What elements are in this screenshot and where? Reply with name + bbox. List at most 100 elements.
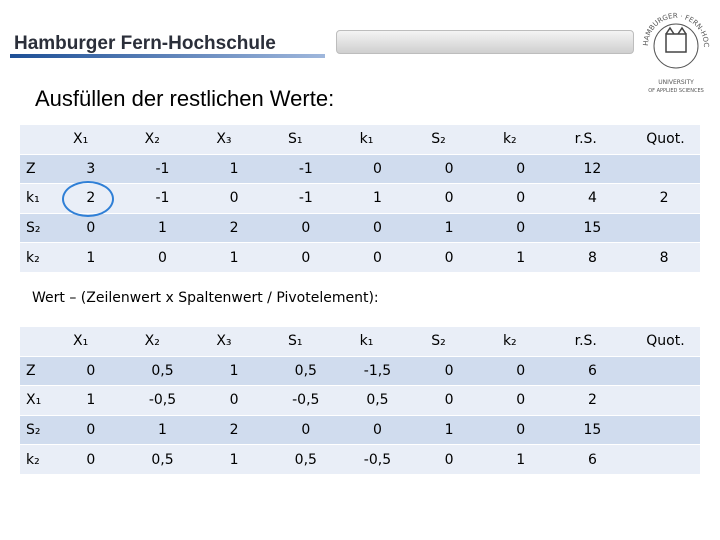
cell: -1 bbox=[126, 154, 199, 185]
cell: 6 bbox=[556, 444, 629, 475]
row-label: k₂ bbox=[20, 242, 55, 273]
logo-circle bbox=[653, 23, 699, 69]
cell: 4 bbox=[556, 183, 629, 214]
column-header: X₂ bbox=[126, 125, 199, 155]
cell: 0 bbox=[198, 183, 270, 214]
cell: 3 bbox=[55, 154, 127, 185]
cell: 8 bbox=[556, 242, 629, 273]
cell: 0 bbox=[484, 213, 557, 244]
cell: 1 bbox=[198, 356, 270, 387]
cell: 0 bbox=[269, 242, 342, 273]
row-label: Z bbox=[20, 154, 55, 185]
cell: 8 bbox=[628, 242, 700, 273]
brand-title: Hamburger Fern-Hochschule bbox=[14, 33, 276, 54]
cell: 1 bbox=[55, 385, 127, 416]
cell: 0 bbox=[413, 154, 485, 185]
brand-bar bbox=[10, 54, 325, 58]
cell: 0 bbox=[413, 183, 485, 214]
cell: 0 bbox=[413, 242, 485, 273]
cell: 0 bbox=[341, 242, 414, 273]
cell: -1,5 bbox=[341, 356, 414, 387]
cell: 2 bbox=[556, 385, 629, 416]
column-header: X₃ bbox=[198, 125, 270, 155]
cell: 0 bbox=[269, 415, 342, 446]
cell: 2 bbox=[198, 213, 270, 244]
cell: 2 bbox=[198, 415, 270, 446]
cell: 0 bbox=[484, 183, 557, 214]
cell: 1 bbox=[413, 415, 485, 446]
logo-ring-text: HAMBURGER · FERN-HOCHSCHULE · HFH bbox=[636, 4, 710, 48]
cell: 1 bbox=[413, 213, 485, 244]
row-label: S₂ bbox=[20, 213, 55, 244]
column-header: S₁ bbox=[269, 327, 342, 357]
cell: 0 bbox=[484, 385, 557, 416]
cell: 0,5 bbox=[126, 356, 199, 387]
row-label: X₁ bbox=[20, 385, 55, 416]
column-header: X₁ bbox=[55, 327, 127, 357]
table-row: S₂ 0 1 2 0 0 1 0 15 bbox=[20, 415, 700, 446]
logo: HAMBURGER · FERN-HOCHSCHULE · HFH UNIVER… bbox=[636, 4, 710, 94]
corner-cell bbox=[20, 327, 55, 357]
cell: 1 bbox=[55, 242, 127, 273]
table: X₁ X₂ X₃ S₁ k₁ S₂ k₂ r.S. Quot. Z 3 -1 1 -1 0 0 0 12 k₁ 2 -1… bbox=[20, 125, 700, 273]
cell: 0 bbox=[341, 154, 414, 185]
cell: 0 bbox=[484, 356, 557, 387]
table-row: k₂ 0 0,5 1 0,5 -0,5 0 1 6 bbox=[20, 444, 700, 475]
table-row: S₂ 0 1 2 0 0 1 0 15 bbox=[20, 213, 700, 244]
cell: 1 bbox=[126, 213, 199, 244]
empty-cell bbox=[628, 385, 700, 416]
empty-cell bbox=[628, 444, 700, 475]
column-header: X₂ bbox=[126, 327, 199, 357]
cell: 0,5 bbox=[341, 385, 414, 416]
column-header: k₁ bbox=[341, 125, 414, 155]
row-label: k₂ bbox=[20, 444, 55, 475]
column-header: X₁ bbox=[55, 125, 127, 155]
empty-cell bbox=[628, 154, 700, 185]
highlight-circle bbox=[62, 181, 114, 217]
table: X₁ X₂ X₃ S₁ k₁ S₂ k₂ r.S. Quot. Z 0 0,5 1 0,5 -1,5 0 0 6 X… bbox=[20, 327, 700, 475]
logo-towers bbox=[665, 26, 687, 35]
cell: 0,5 bbox=[269, 444, 342, 475]
cell: 1 bbox=[198, 154, 270, 185]
row-label: k₁ bbox=[20, 183, 55, 214]
column-header: r.S. bbox=[556, 327, 629, 357]
column-header: k₂ bbox=[484, 327, 557, 357]
cell: 0 bbox=[484, 415, 557, 446]
cell: 0 bbox=[269, 213, 342, 244]
cell: 15 bbox=[556, 213, 629, 244]
slide-title: Ausfüllen der restlichen Werte: bbox=[35, 86, 335, 111]
cell: 6 bbox=[556, 356, 629, 387]
row-label: S₂ bbox=[20, 415, 55, 446]
cell: 0 bbox=[413, 385, 485, 416]
cell: 0 bbox=[341, 415, 414, 446]
table-row: k₁ 2 -1 0 -1 1 0 0 4 2 bbox=[20, 183, 700, 214]
row-label: Z bbox=[20, 356, 55, 387]
column-header: k₂ bbox=[484, 125, 557, 155]
cell: 1 bbox=[484, 444, 557, 475]
logo-line: OF APPLIED SCIENCES bbox=[648, 88, 704, 94]
logo-emblem bbox=[665, 33, 687, 53]
cell: 1 bbox=[198, 242, 270, 273]
column-header: k₁ bbox=[341, 327, 414, 357]
table-row: X₁ 1 -0,5 0 -0,5 0,5 0 0 2 bbox=[20, 385, 700, 416]
cell: -0,5 bbox=[341, 444, 414, 475]
cell: 0 bbox=[55, 356, 127, 387]
empty-cell bbox=[628, 356, 700, 387]
header-row: X₁ X₂ X₃ S₁ k₁ S₂ k₂ r.S. Quot. bbox=[20, 125, 700, 155]
cell: 15 bbox=[556, 415, 629, 446]
cell: 0 bbox=[198, 385, 270, 416]
column-header: X₃ bbox=[198, 327, 270, 357]
cell: 0 bbox=[413, 444, 485, 475]
cell: 12 bbox=[556, 154, 629, 185]
cell: 1 bbox=[341, 183, 414, 214]
cell: 0 bbox=[484, 154, 557, 185]
cell: -1 bbox=[269, 183, 342, 214]
cell: -0,5 bbox=[269, 385, 342, 416]
table-row: Z 3 -1 1 -1 0 0 0 12 bbox=[20, 154, 700, 185]
empty-cell bbox=[628, 415, 700, 446]
cell: 0 bbox=[55, 444, 127, 475]
column-header: S₁ bbox=[269, 125, 342, 155]
column-header: Quot. bbox=[628, 125, 700, 155]
cell: 0,5 bbox=[126, 444, 199, 475]
cell: 2 bbox=[628, 183, 700, 214]
